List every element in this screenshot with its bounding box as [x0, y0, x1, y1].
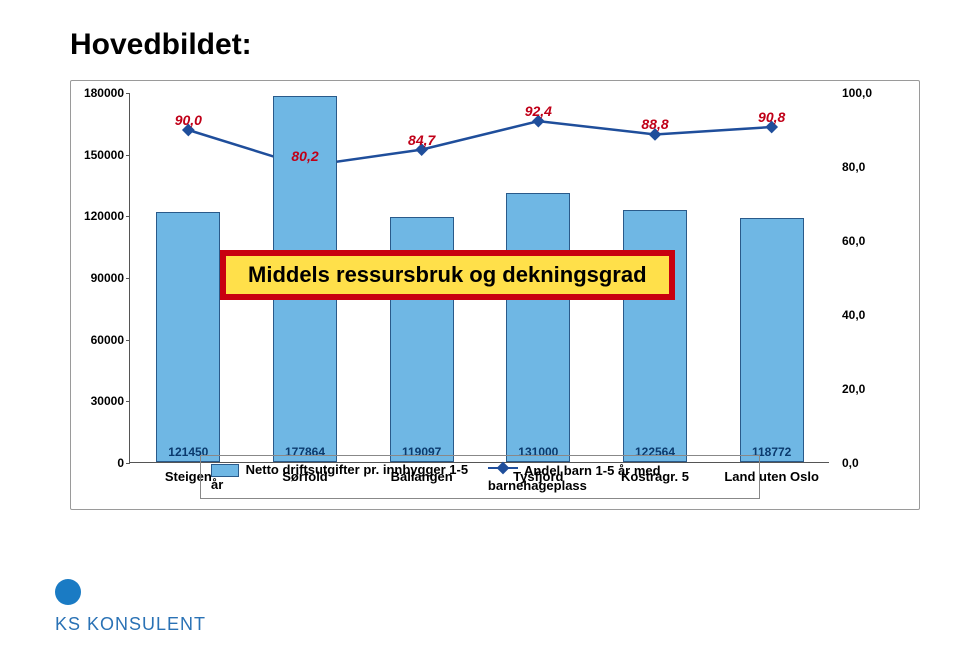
y-right-label: 20,0 — [842, 382, 865, 396]
bar-swatch-icon — [211, 464, 239, 477]
y-right-label: 100,0 — [842, 86, 872, 100]
y-left-label: 60000 — [76, 333, 124, 347]
brand-logo — [55, 579, 206, 610]
line-point-label: 88,8 — [641, 116, 668, 132]
brand-footer: KS KONSULENT — [55, 579, 206, 635]
y-left-label: 0 — [76, 456, 124, 470]
y-left-label: 120000 — [76, 209, 124, 223]
bar: 122564 — [623, 210, 687, 462]
y-right-label: 60,0 — [842, 234, 865, 248]
page-title: Hovedbildet: — [70, 28, 930, 62]
line-point-label: 90,0 — [175, 112, 202, 128]
y-right-label: 40,0 — [842, 308, 865, 322]
line-point-label: 80,2 — [291, 148, 318, 164]
chart-frame: 0 30000 60000 90000 120000 150000 180000 0,0 20,… — [70, 80, 920, 510]
line-swatch-icon — [488, 461, 518, 475]
overlay-box: Middels ressursbruk og dekningsgrad — [220, 250, 675, 300]
logo-dot-icon — [55, 579, 81, 605]
y-left-label: 180000 — [76, 86, 124, 100]
page: Hovedbildet: 0 30000 60000 90000 120000 15000… — [0, 0, 960, 665]
y-right-label: 80,0 — [842, 160, 865, 174]
y-left-label: 90000 — [76, 271, 124, 285]
bar: 118772 — [740, 218, 804, 462]
bar: 121450 — [156, 212, 220, 462]
legend-item-bar: Netto driftsutgifter pr. innbygger 1-5 å… — [211, 462, 470, 492]
line-point-label: 90,8 — [758, 109, 785, 125]
chart-plot: 03000060000900001200001500001800000,020,… — [129, 93, 829, 463]
y-left-label: 30000 — [76, 394, 124, 408]
line-point-label: 84,7 — [408, 132, 435, 148]
bar: 131000 — [506, 193, 570, 462]
legend-bar-label: Netto driftsutgifter pr. innbygger 1-5 å… — [211, 462, 468, 492]
y-right-label: 0,0 — [842, 456, 859, 470]
legend: Netto driftsutgifter pr. innbygger 1-5 å… — [200, 455, 760, 499]
brand-name: KS KONSULENT — [55, 614, 206, 635]
line-point-label: 92,4 — [525, 103, 552, 119]
legend-item-line: Andel barn 1-5 år med barnehageplass — [488, 461, 749, 493]
y-left-label: 150000 — [76, 148, 124, 162]
